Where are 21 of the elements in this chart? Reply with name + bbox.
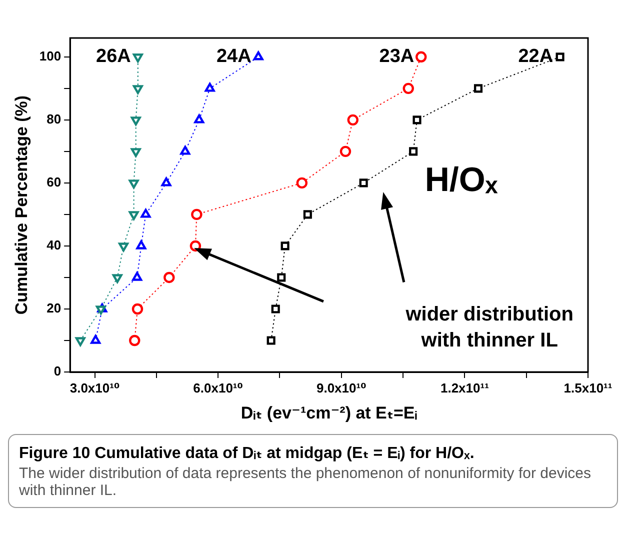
x-axis-title: Dᵢₜ (ev⁻¹cm⁻²) at Eₜ=Eᵢ — [240, 403, 418, 422]
x-tick-label: 1.5x10¹¹ — [564, 380, 612, 396]
y-axis-title: Cumulative Percentage (%) — [12, 95, 31, 315]
annotation: wider distribution with thinner IL — [404, 304, 574, 352]
x-tick-label: 6.0x10¹⁰ — [193, 380, 244, 396]
series-label: 23A — [379, 46, 414, 68]
series-label: 24A — [216, 46, 252, 68]
x-tick-label: 9.0x10¹⁰ — [316, 380, 367, 396]
y-tick-label: 20 — [46, 300, 62, 316]
text: The wider distribution of data represents the phenomenon of nonuniformity for devices with thinner IL. — [19, 465, 592, 499]
series-label: 26A — [96, 46, 132, 68]
y-tick-label: 0 — [54, 364, 62, 379]
annotation: H/Oₓ — [424, 160, 498, 199]
text: Figure 10 Cumulative data of Dᵢₜ at midgap (Eₜ = Eᵢ) for H/Oₓ. — [19, 444, 476, 463]
x-tick-label: 1.2x10¹¹ — [440, 380, 489, 396]
y-tick-label: 60 — [46, 174, 62, 190]
y-tick-label: 40 — [46, 238, 62, 253]
y-tick-label: 80 — [46, 112, 62, 127]
y-tick-label: 100 — [39, 48, 62, 64]
x-tick-label: 3.0x10¹⁰ — [70, 380, 120, 396]
series-label: 22A — [518, 46, 554, 68]
